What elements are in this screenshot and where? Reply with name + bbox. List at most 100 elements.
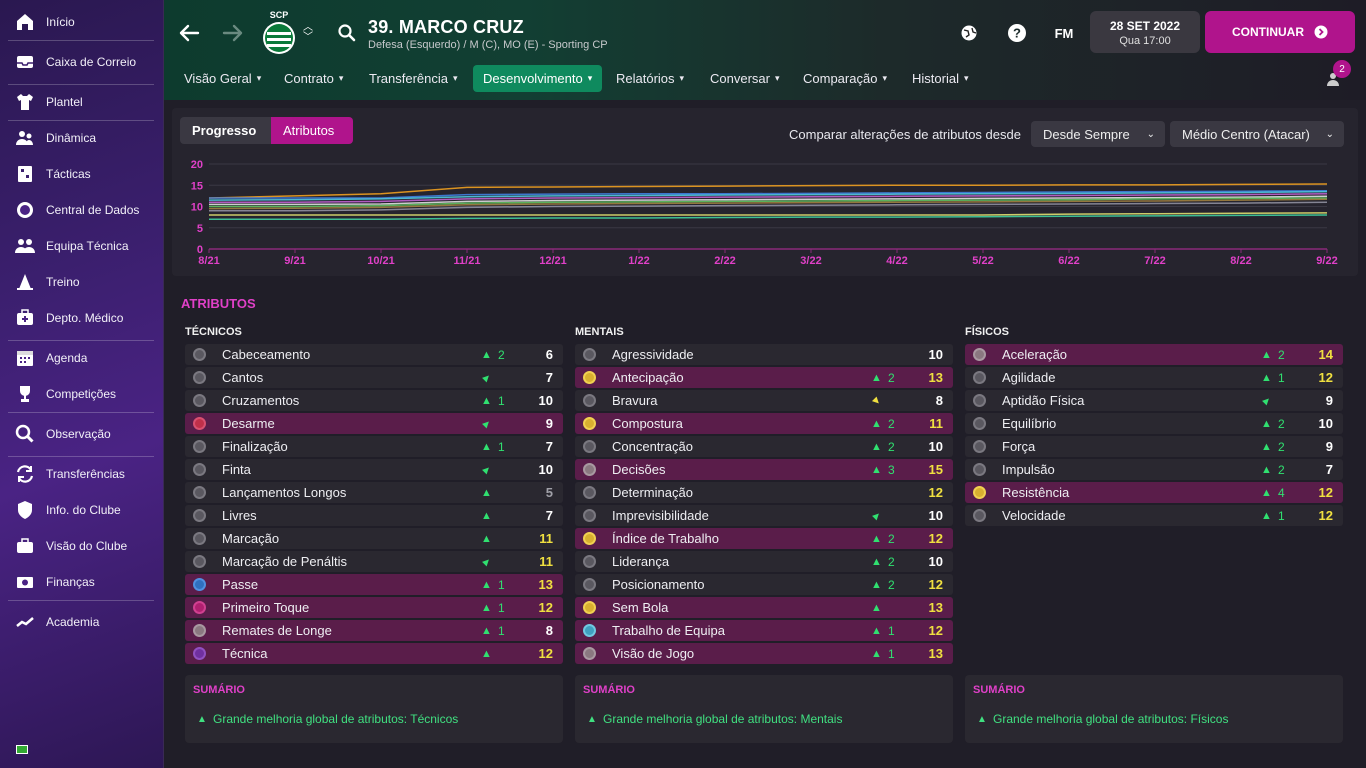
attribute-row[interactable]: Índice de Trabalho ▲ 2 12 — [575, 528, 953, 549]
attribute-value: 5 — [545, 485, 553, 500]
attributes-toggle[interactable]: Atributos — [271, 117, 353, 144]
attribute-role-dot-icon — [193, 440, 206, 453]
attribute-row[interactable]: Antecipação ▲ 2 13 — [575, 367, 953, 388]
notifications-button[interactable]: 2 — [1324, 60, 1351, 90]
arrow-up-icon: ▲ — [871, 417, 882, 430]
role-dropdown[interactable]: Médio Centro (Atacar) ⌄ — [1170, 121, 1344, 147]
attribute-row[interactable]: Concentração ▲ 2 10 — [575, 436, 953, 457]
sidebar-item-tacticas[interactable]: Tácticas — [0, 159, 160, 189]
chart-series-line[interactable] — [209, 212, 1328, 216]
attribute-row[interactable]: Livres ▲ 7 — [185, 505, 563, 526]
attribute-name: Marcação de Penáltis — [222, 554, 348, 569]
tab-contrato[interactable]: Contrato ▾ — [274, 65, 353, 92]
sidebar-footer-icon[interactable] — [16, 745, 28, 754]
sidebar-item-central-de-dados[interactable]: Central de Dados — [0, 195, 160, 225]
since-dropdown[interactable]: Desde Sempre ⌄ — [1031, 121, 1165, 147]
attribute-row[interactable]: Cruzamentos ▲ 1 10 — [185, 390, 563, 411]
sidebar-item-info-do-clube[interactable]: Info. do Clube — [0, 495, 160, 525]
tab-relatorios[interactable]: Relatórios ▾ — [606, 65, 694, 92]
attribute-row[interactable]: Sem Bola ▲ 13 — [575, 597, 953, 618]
sidebar-item-academia[interactable]: Academia — [0, 607, 160, 637]
attribute-row[interactable]: Trabalho de Equipa ▲ 1 12 — [575, 620, 953, 641]
club-crest[interactable]: SCP — [262, 10, 296, 56]
sidebar-item-observacao[interactable]: Observação — [0, 419, 160, 449]
fm-menu-button[interactable]: FM — [1054, 25, 1074, 41]
attribute-row[interactable]: Bravura ▲ 8 — [575, 390, 953, 411]
attribute-row[interactable]: Técnica ▲ 12 — [185, 643, 563, 664]
finance-icon — [15, 572, 35, 592]
sidebar-item-financas[interactable]: Finanças — [0, 567, 160, 597]
attribute-value: 8 — [935, 393, 943, 408]
attribute-row[interactable]: Finta ▲ 10 — [185, 459, 563, 480]
attribute-row[interactable]: Primeiro Toque ▲ 1 12 — [185, 597, 563, 618]
attribute-row[interactable]: Passe ▲ 1 13 — [185, 574, 563, 595]
search-button[interactable] — [336, 22, 358, 44]
attribute-row[interactable]: Imprevisibilidade ▲ 10 — [575, 505, 953, 526]
help-button[interactable]: ? — [1006, 22, 1028, 44]
attribute-role-dot-icon — [583, 463, 596, 476]
attribute-row[interactable]: Velocidade ▲ 1 12 — [965, 505, 1343, 526]
tab-historial[interactable]: Historial ▾ — [902, 65, 979, 92]
attribute-row[interactable]: Determinação 12 — [575, 482, 953, 503]
attribute-row[interactable]: Desarme ▲ 9 — [185, 413, 563, 434]
attribute-name: Agilidade — [1002, 370, 1056, 385]
chart-series-line[interactable] — [209, 190, 1328, 199]
attribute-row[interactable]: Equilíbrio ▲ 2 10 — [965, 413, 1343, 434]
continue-button[interactable]: CONTINUAR — [1205, 11, 1355, 53]
sidebar-item-treino[interactable]: Treino — [0, 267, 160, 297]
tab-visao-geral[interactable]: Visão Geral ▾ — [174, 65, 271, 92]
attribute-row[interactable]: Posicionamento ▲ 2 12 — [575, 574, 953, 595]
forward-button[interactable] — [220, 20, 246, 46]
sidebar-item-transferencias[interactable]: Transferências — [0, 459, 160, 489]
sidebar-item-caixa-de-correio[interactable]: Caixa de Correio — [0, 47, 160, 77]
sidebar-item-equipa-tecnica[interactable]: Equipa Técnica — [0, 231, 160, 261]
attribute-row[interactable]: Cabeceamento ▲ 2 6 — [185, 344, 563, 365]
attribute-row[interactable]: Resistência ▲ 4 12 — [965, 482, 1343, 503]
chart-series-line[interactable] — [208, 183, 1328, 199]
tab-transferencia[interactable]: Transferência ▾ — [359, 65, 468, 92]
attribute-row[interactable]: Liderança ▲ 2 10 — [575, 551, 953, 572]
attribute-row[interactable]: Agressividade 10 — [575, 344, 953, 365]
attribute-value: 12 — [1318, 370, 1333, 385]
chart-series-line[interactable] — [208, 190, 1328, 201]
attribute-row[interactable]: Marcação de Penáltis ▲ 11 — [185, 551, 563, 572]
sidebar-item-agenda[interactable]: Agenda — [0, 343, 160, 373]
sidebar-item-depto-medico[interactable]: Depto. Médico — [0, 303, 160, 333]
attribute-row[interactable]: Finalização ▲ 1 7 — [185, 436, 563, 457]
sidebar-item-visao-do-clube[interactable]: Visão do Clube — [0, 531, 160, 561]
attribute-row[interactable]: Visão de Jogo ▲ 1 13 — [575, 643, 953, 664]
sidebar-item-competicoes[interactable]: Competições — [0, 379, 160, 409]
chart-series-line[interactable] — [209, 193, 1328, 203]
chart-series-line[interactable] — [209, 214, 1328, 220]
chart-series-line[interactable] — [209, 195, 1328, 206]
attribute-value: 12 — [928, 577, 943, 592]
attribute-row[interactable]: Agilidade ▲ 1 12 — [965, 367, 1343, 388]
club-switcher[interactable]: ︿ ﹀ — [300, 20, 316, 46]
back-button[interactable] — [176, 20, 202, 46]
progress-toggle[interactable]: Progresso — [180, 117, 271, 144]
tab-desenvolvimento[interactable]: Desenvolvimento ▾ — [473, 65, 603, 92]
attribute-row[interactable]: Remates de Longe ▲ 1 8 — [185, 620, 563, 641]
tab-conversar[interactable]: Conversar ▾ — [700, 65, 790, 92]
chart-series-line[interactable] — [208, 198, 1328, 210]
header: SCP ︿ ﹀ 39. MARCO CRUZ Defesa (Esquerdo) … — [164, 0, 1366, 100]
attribute-change: 2 — [888, 531, 895, 546]
tab-comparacao[interactable]: Comparação ▾ — [793, 65, 897, 92]
attribute-row[interactable]: Decisões ▲ 3 15 — [575, 459, 953, 480]
attribute-row[interactable]: Impulsão ▲ 2 7 — [965, 459, 1343, 480]
attribute-row[interactable]: Cantos ▲ 7 — [185, 367, 563, 388]
attribute-role-dot-icon — [583, 532, 596, 545]
chart-series-line[interactable] — [209, 201, 1328, 212]
sidebar-item-dinamica[interactable]: Dinâmica — [0, 123, 160, 153]
attribute-row[interactable]: Marcação ▲ 11 — [185, 528, 563, 549]
sidebar-item-inicio[interactable]: Início — [0, 7, 160, 37]
date-display[interactable]: 28 SET 2022 Qua 17:00 — [1090, 11, 1200, 53]
chart-series-line[interactable] — [209, 197, 1328, 208]
attribute-row[interactable]: Aceleração ▲ 2 14 — [965, 344, 1343, 365]
world-button[interactable] — [958, 22, 980, 44]
attribute-row[interactable]: Aptidão Física ▲ 9 — [965, 390, 1343, 411]
attribute-row[interactable]: Lançamentos Longos ▲ 5 — [185, 482, 563, 503]
attribute-row[interactable]: Força ▲ 2 9 — [965, 436, 1343, 457]
sidebar-item-plantel[interactable]: Plantel — [0, 87, 160, 117]
attribute-row[interactable]: Compostura ▲ 2 11 — [575, 413, 953, 434]
